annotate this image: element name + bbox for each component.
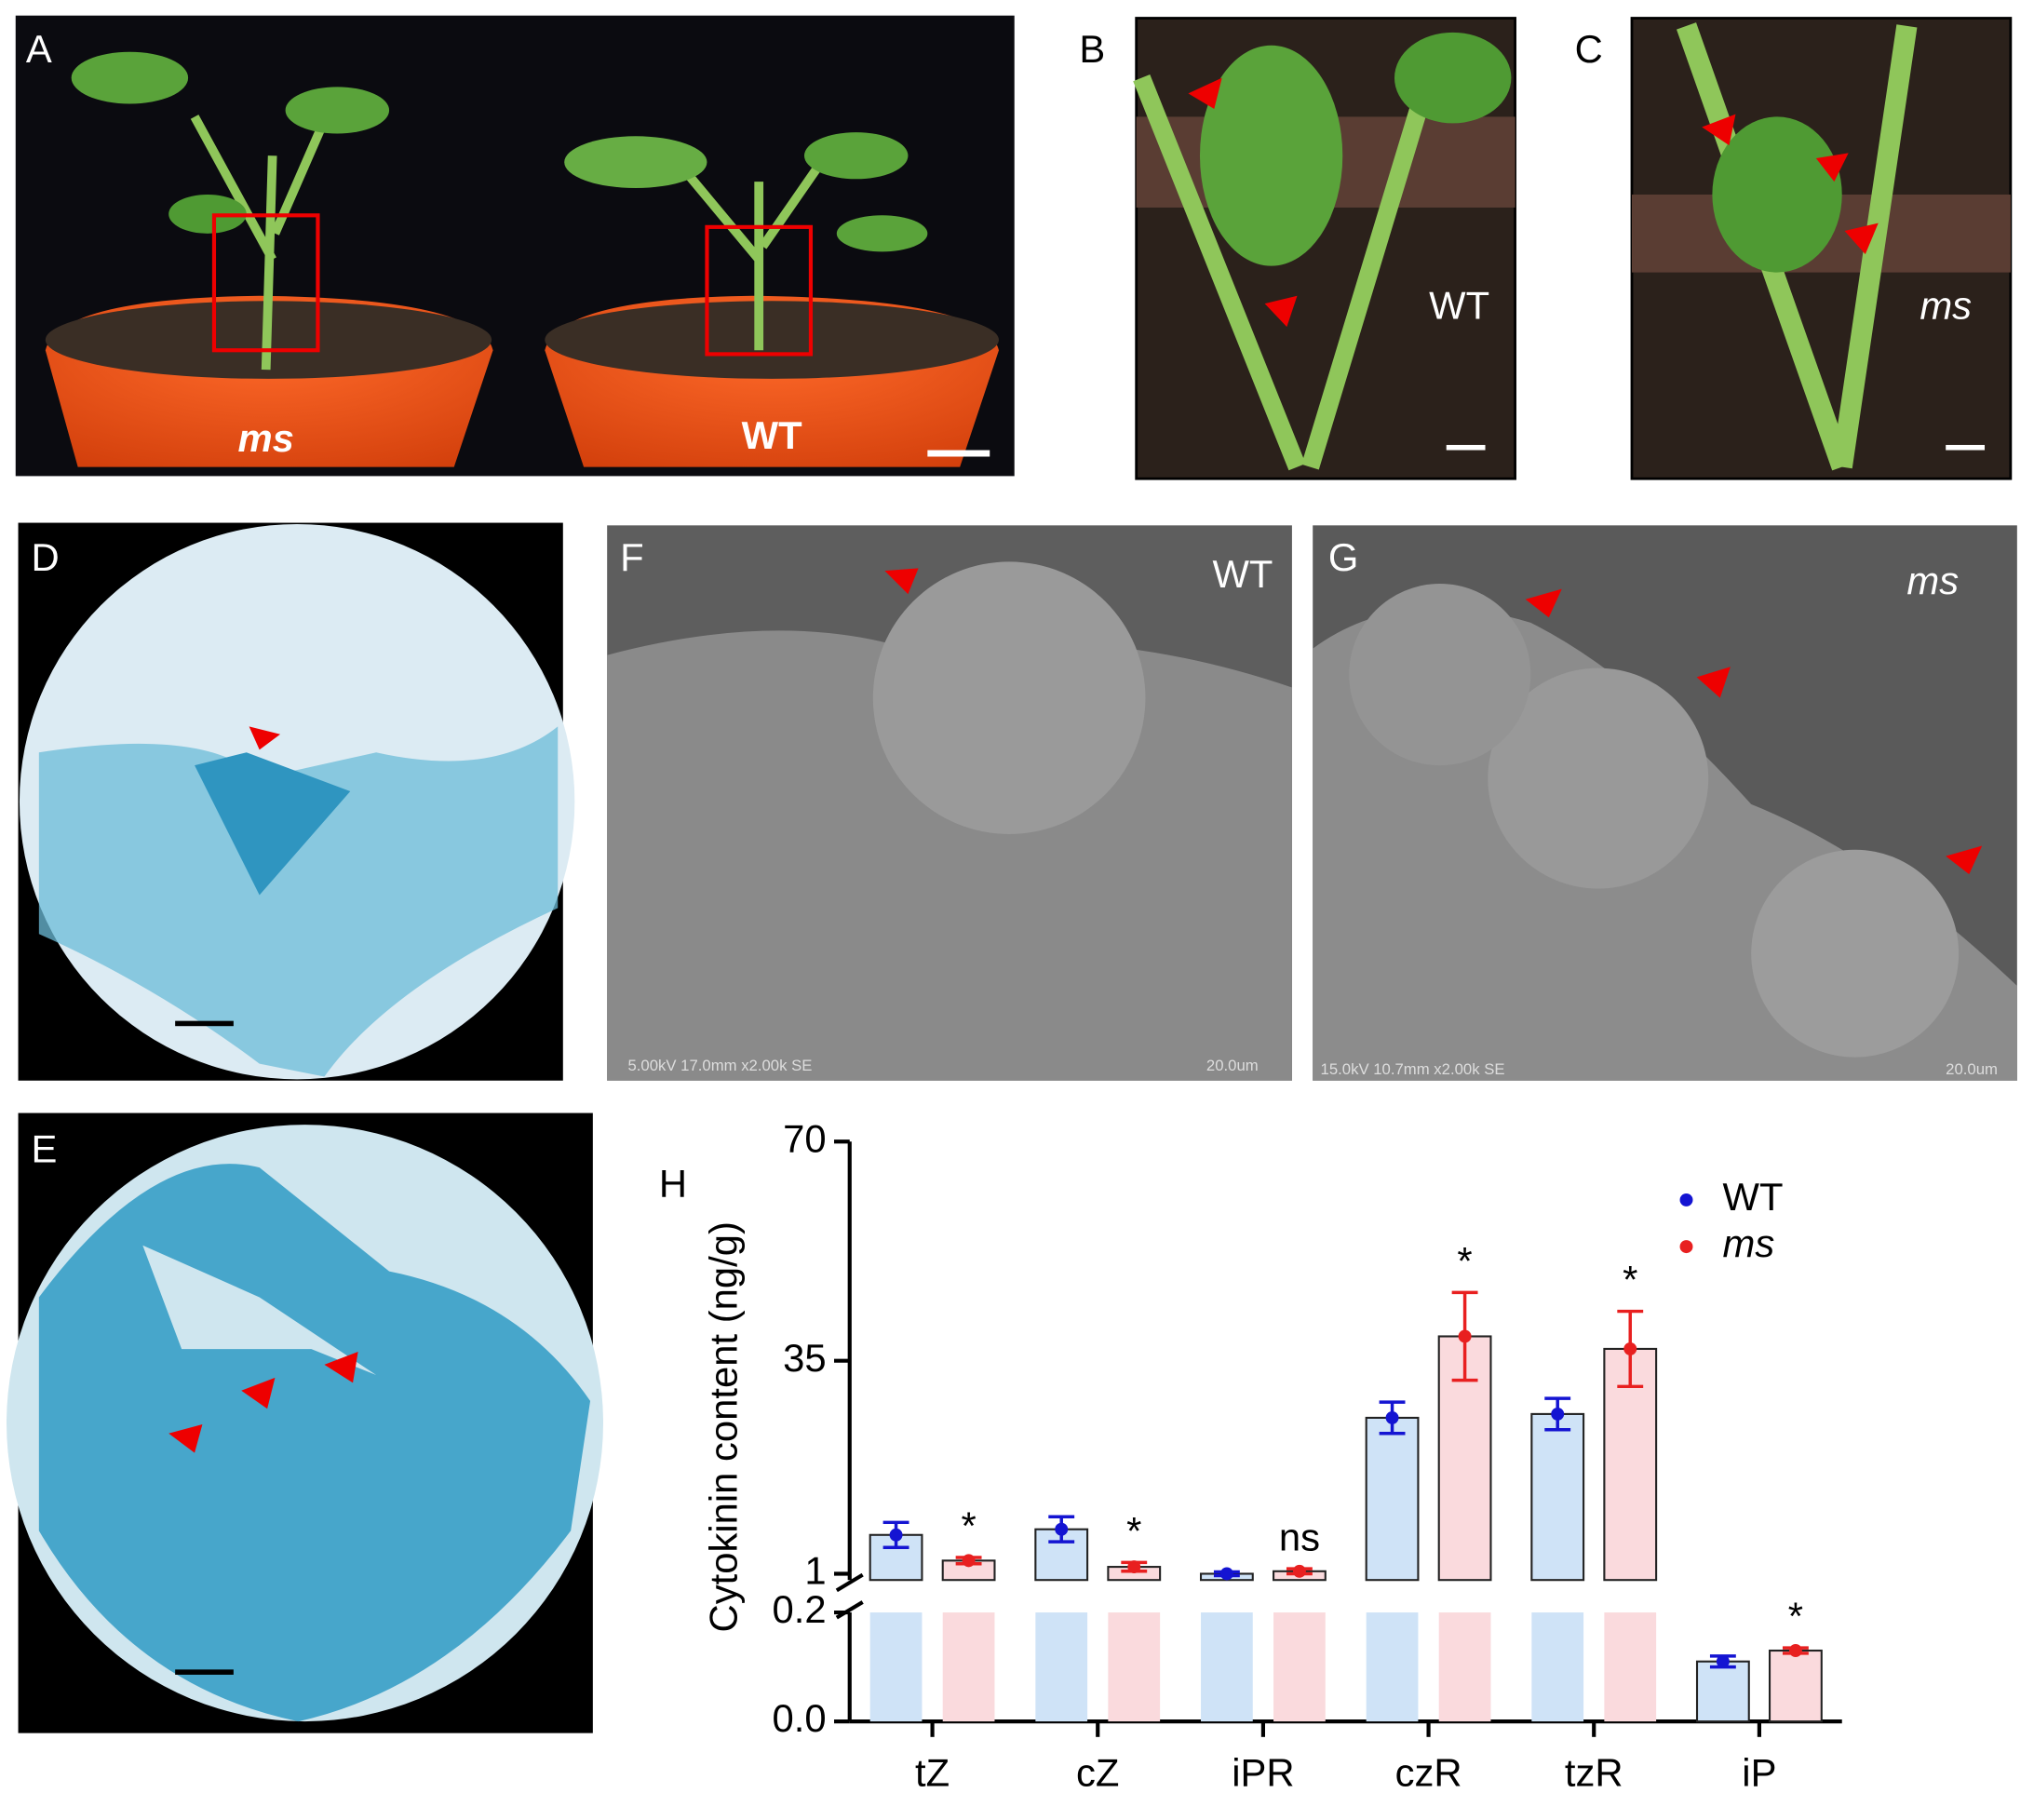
panel-e: E ms (7, 1112, 603, 1733)
mean-point (1623, 1341, 1637, 1355)
panel-g: G ms 15.0kV 10.7mm x2.00k SE 20.0um (1313, 525, 2017, 1081)
photo-label: ms (237, 416, 293, 460)
bar (942, 1612, 995, 1722)
bar (1201, 1612, 1253, 1722)
bar (1530, 1412, 1585, 1582)
panel-label: E (31, 1126, 57, 1170)
y-tick-label: 0.0 (773, 1696, 827, 1740)
bar (1604, 1612, 1657, 1722)
x-tick-label: czR (1395, 1751, 1462, 1795)
photo-label: ms (487, 1659, 539, 1703)
panel-label: A (26, 27, 52, 71)
sem-info: 15.0kV 10.7mm x2.00k SE (1321, 1060, 1505, 1078)
panel-a: A ms WT (15, 15, 1015, 477)
mean-point (1458, 1329, 1472, 1343)
bar (1768, 1649, 1823, 1723)
mean-point (889, 1528, 903, 1542)
significance-label: * (961, 1503, 976, 1547)
legend-label: ms (1723, 1221, 1775, 1265)
significance-label: ns (1279, 1515, 1320, 1558)
sem-info: 5.00kV 17.0mm x2.00k SE (627, 1057, 812, 1074)
scale-label: 20.0um (1946, 1060, 1998, 1078)
bar (1366, 1612, 1419, 1722)
panel-label: B (1079, 27, 1105, 71)
panel-label: H (659, 1162, 687, 1206)
y-tick-label: 0.2 (773, 1587, 827, 1631)
photo-label: WT (1429, 284, 1489, 328)
photo-label: ms (1920, 284, 1972, 328)
photo-label: WT (489, 1017, 549, 1060)
photo-label: ms (1906, 559, 1959, 602)
panel-label: G (1328, 535, 1359, 579)
panel-b: B WT (1079, 17, 1516, 480)
significance-label: * (1457, 1239, 1472, 1283)
y-tick-label: 1 (804, 1549, 826, 1593)
bar (1365, 1416, 1420, 1582)
x-tick-label: tZ (915, 1751, 950, 1795)
significance-label: * (1788, 1594, 1803, 1638)
photo-label: WT (1212, 552, 1273, 596)
bar (1273, 1612, 1326, 1722)
panel-label: F (620, 535, 644, 579)
x-tick-label: tzR (1565, 1751, 1623, 1795)
panel-label: D (31, 535, 59, 579)
legend-label: WT (1723, 1175, 1784, 1219)
bar (869, 1612, 923, 1722)
y-tick-label: 35 (783, 1336, 827, 1380)
significance-label: * (1126, 1509, 1141, 1553)
scale-label: 20.0um (1206, 1057, 1259, 1074)
mean-point (1219, 1567, 1233, 1581)
bar (1108, 1612, 1161, 1722)
mean-point (1551, 1407, 1565, 1421)
mean-point (962, 1554, 976, 1568)
bar (1035, 1612, 1088, 1722)
axis-break (835, 1572, 864, 1593)
mean-point (1385, 1410, 1399, 1424)
y-axis-label: Cytokinin content (ng/g) (701, 1221, 745, 1632)
mean-point (1055, 1522, 1069, 1536)
significance-label: * (1623, 1258, 1637, 1301)
mean-point (1788, 1644, 1802, 1657)
bar (1695, 1660, 1750, 1723)
x-tick-label: iPR (1232, 1751, 1294, 1795)
panel-d: D WT (18, 522, 575, 1081)
panel-c: C ms (1575, 17, 2013, 480)
photo-label: WT (742, 413, 802, 457)
axis-break (835, 1600, 864, 1620)
panel-f: F WT 5.00kV 17.0mm x2.00k SE 20.0um (607, 525, 1292, 1081)
mean-point (1127, 1560, 1141, 1574)
legend-marker (1679, 1193, 1693, 1207)
y-tick-label: 70 (783, 1116, 827, 1160)
chart: H Cytokinin content (ng/g) 0.0 0.21 35 70 tZ… (659, 1116, 1842, 1795)
mean-point (1292, 1564, 1306, 1578)
x-tick-label: cZ (1076, 1751, 1119, 1795)
panel-label: C (1575, 27, 1603, 71)
x-tick-label: iP (1742, 1751, 1776, 1795)
bar (1438, 1612, 1491, 1722)
legend-marker (1679, 1240, 1693, 1254)
mean-point (1716, 1654, 1730, 1668)
bar (1531, 1612, 1584, 1722)
